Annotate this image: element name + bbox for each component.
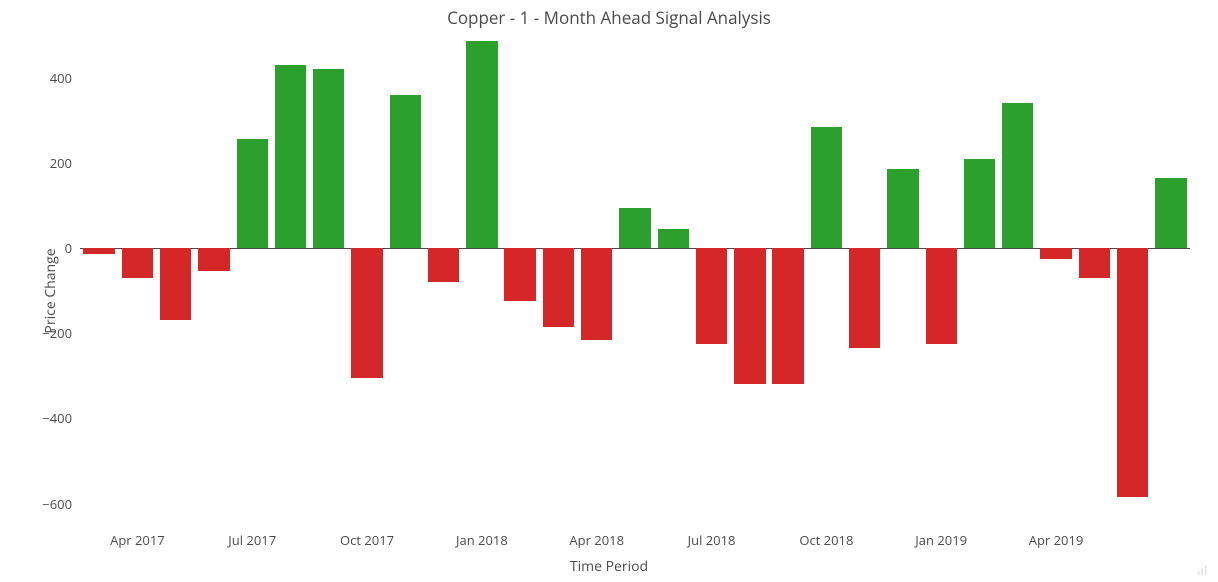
zero-line: [80, 248, 1190, 249]
x-tick-label: Oct 2018: [799, 531, 853, 549]
chart-container: Copper - 1 - Month Ahead Signal Analysis…: [0, 0, 1218, 582]
y-tick-label: 0: [65, 239, 72, 257]
plot-area: −600−400−2000200400Apr 2017Jul 2017Oct 2…: [80, 35, 1190, 525]
bar[interactable]: [696, 248, 727, 344]
y-tick-label: 200: [50, 154, 72, 172]
x-tick-label: Jul 2018: [688, 531, 736, 549]
x-tick-label: Apr 2018: [569, 531, 624, 549]
bar[interactable]: [275, 65, 306, 248]
y-tick-label: 400: [50, 69, 72, 87]
x-tick-label: Oct 2017: [340, 531, 394, 549]
bar[interactable]: [351, 248, 382, 378]
bar[interactable]: [619, 208, 650, 248]
x-axis-label: Time Period: [0, 557, 1218, 576]
y-tick-label: −200: [42, 324, 72, 342]
bar[interactable]: [811, 127, 842, 248]
bar[interactable]: [772, 248, 803, 384]
bar[interactable]: [83, 248, 114, 254]
bar[interactable]: [504, 248, 535, 301]
bar[interactable]: [658, 229, 689, 248]
bar[interactable]: [428, 248, 459, 282]
chart-title: Copper - 1 - Month Ahead Signal Analysis: [0, 6, 1218, 29]
bar[interactable]: [964, 159, 995, 248]
bar[interactable]: [887, 169, 918, 248]
bar[interactable]: [543, 248, 574, 327]
bar[interactable]: [926, 248, 957, 344]
bar[interactable]: [1040, 248, 1071, 259]
bar[interactable]: [849, 248, 880, 348]
bar[interactable]: [313, 69, 344, 248]
x-tick-label: Jul 2017: [228, 531, 276, 549]
bar[interactable]: [734, 248, 765, 384]
bar[interactable]: [1155, 178, 1186, 248]
bar[interactable]: [390, 95, 421, 248]
bar[interactable]: [1002, 103, 1033, 248]
bar[interactable]: [237, 139, 268, 248]
bar[interactable]: [160, 248, 191, 320]
x-tick-label: Apr 2019: [1029, 531, 1084, 549]
y-tick-label: −400: [42, 409, 72, 427]
bar[interactable]: [1117, 248, 1148, 497]
x-tick-label: Jan 2018: [456, 531, 508, 549]
x-tick-label: Jan 2019: [915, 531, 967, 549]
x-tick-label: Apr 2017: [110, 531, 165, 549]
bar[interactable]: [122, 248, 153, 278]
bar[interactable]: [466, 41, 497, 248]
bar[interactable]: [1079, 248, 1110, 278]
bar[interactable]: [581, 248, 612, 340]
bar[interactable]: [198, 248, 229, 271]
plotly-logo-icon: [1196, 560, 1210, 574]
y-axis-label: Price Change: [41, 248, 60, 333]
y-tick-label: −600: [42, 495, 72, 513]
